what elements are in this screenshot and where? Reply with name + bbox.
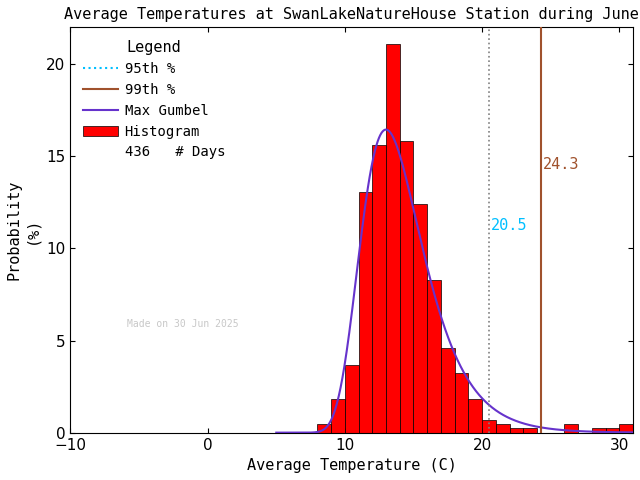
Text: Made on 30 Jun 2025: Made on 30 Jun 2025 (127, 319, 238, 329)
Bar (496, 424, 509, 432)
Bar (358, 192, 372, 432)
Bar (400, 141, 413, 432)
Bar (413, 204, 428, 432)
Bar (605, 429, 620, 432)
Bar (317, 424, 331, 432)
Bar (386, 44, 400, 432)
Bar (428, 280, 441, 432)
Bar (620, 424, 633, 432)
Bar (454, 373, 468, 432)
Bar (564, 424, 578, 432)
Text: 20.5: 20.5 (491, 218, 527, 233)
Bar (509, 429, 524, 432)
Bar (524, 429, 537, 432)
Bar (441, 348, 454, 432)
Text: 24.3: 24.3 (543, 157, 580, 172)
Bar (331, 399, 345, 432)
Title: Average Temperatures at SwanLakeNatureHouse Station during June: Average Temperatures at SwanLakeNatureHo… (64, 7, 639, 22)
X-axis label: Average Temperature (C): Average Temperature (C) (247, 458, 457, 473)
Bar (482, 420, 496, 432)
Bar (592, 429, 605, 432)
Bar (372, 145, 386, 432)
Legend: 95th %, 99th %, Max Gumbel, Histogram, 436   # Days: 95th %, 99th %, Max Gumbel, Histogram, 4… (77, 34, 230, 165)
Bar (345, 365, 358, 432)
Y-axis label: Probability
(%): Probability (%) (7, 180, 39, 280)
Bar (468, 399, 482, 432)
